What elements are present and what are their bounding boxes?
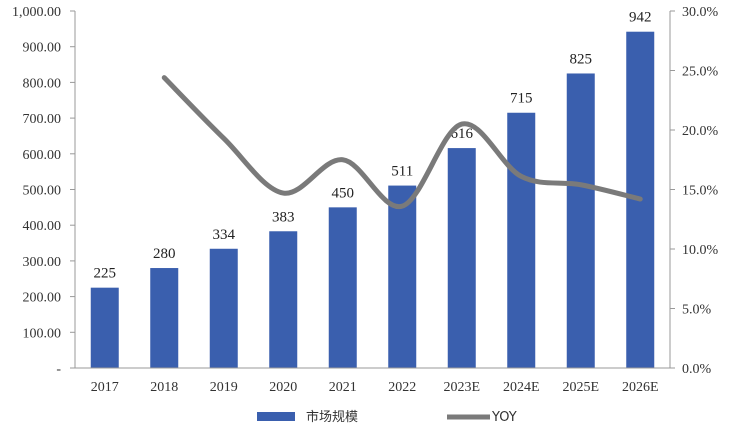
yoy-point: [163, 77, 165, 79]
bar: [269, 231, 298, 368]
left-tick-label: -: [56, 362, 61, 377]
bar-data-label: 825: [570, 51, 593, 67]
left-tick-label: 1,000.00: [12, 5, 61, 20]
left-tick-label: 300.00: [23, 255, 62, 270]
left-tick-label: 100.00: [23, 326, 62, 341]
legend-label-yoy: YOY: [491, 410, 517, 425]
right-tick-label: 25.0%: [682, 65, 719, 80]
bar: [328, 207, 357, 368]
left-y-axis: - 100.00 200.00 300.00 400.00 500.00 600.00 700…: [12, 5, 76, 377]
x-axis: 2017 2018 2019 2020 2021 2022 2023E 2024E 2025E 2…: [75, 367, 670, 395]
x-tick-label: 2022: [388, 380, 416, 395]
line-series-yoy: [161, 75, 643, 209]
bar-series-market-size: [90, 31, 655, 369]
bar-data-label: 715: [510, 91, 533, 107]
left-tick-label: 700.00: [23, 112, 62, 127]
bar: [566, 73, 595, 368]
x-tick-label: 2024E: [503, 380, 540, 395]
left-tick-label: 900.00: [23, 41, 62, 56]
bar: [507, 112, 536, 369]
legend-swatch-market-size: [257, 412, 295, 421]
chart-legend: 市场规模 YOY: [257, 409, 517, 425]
bar-data-label: 942: [629, 10, 652, 26]
bar-data-label: 383: [272, 209, 295, 225]
left-tick-label: 400.00: [23, 219, 62, 234]
left-tick-label: 500.00: [23, 184, 62, 199]
right-tick-label: 0.0%: [682, 362, 712, 377]
x-tick-label: 2017: [91, 380, 119, 395]
bar-data-label: 334: [213, 227, 236, 243]
bar-data-label: 225: [94, 266, 117, 282]
x-tick-label: 2025E: [562, 380, 599, 395]
bar-data-label: 280: [153, 246, 176, 262]
yoy-point: [342, 159, 344, 161]
x-tick-label: 2018: [150, 380, 178, 395]
yoy-line: [161, 75, 643, 209]
x-tick-label: 2026E: [622, 380, 659, 395]
yoy-point: [223, 137, 225, 139]
bar: [150, 268, 179, 368]
x-tick-label: 2021: [329, 380, 357, 395]
yoy-point: [639, 198, 641, 200]
bar: [90, 287, 119, 368]
right-tick-label: 15.0%: [682, 184, 719, 199]
yoy-point: [580, 184, 582, 186]
right-tick-label: 30.0%: [682, 5, 719, 20]
bar: [388, 185, 417, 368]
right-y-axis: 0.0% 5.0% 10.0% 15.0% 20.0% 25.0% 30.0%: [669, 5, 719, 377]
yoy-point: [461, 123, 463, 125]
bar-data-label: 450: [332, 185, 355, 201]
x-tick-label: 2023E: [443, 380, 480, 395]
right-tick-label: 10.0%: [682, 243, 719, 258]
right-tick-label: 5.0%: [682, 303, 712, 318]
yoy-point: [520, 175, 522, 177]
bar: [209, 248, 238, 368]
legend-label-market-size: 市场规模: [306, 409, 358, 425]
left-tick-label: 800.00: [23, 76, 62, 91]
x-tick-label: 2020: [269, 380, 297, 395]
left-tick-label: 200.00: [23, 291, 62, 306]
left-tick-label: 600.00: [23, 148, 62, 163]
bar: [447, 148, 476, 368]
yoy-point: [401, 205, 403, 207]
right-tick-label: 20.0%: [682, 124, 719, 139]
x-tick-label: 2019: [210, 380, 238, 395]
bar-data-label: 511: [391, 164, 413, 180]
yoy-point: [282, 192, 284, 194]
